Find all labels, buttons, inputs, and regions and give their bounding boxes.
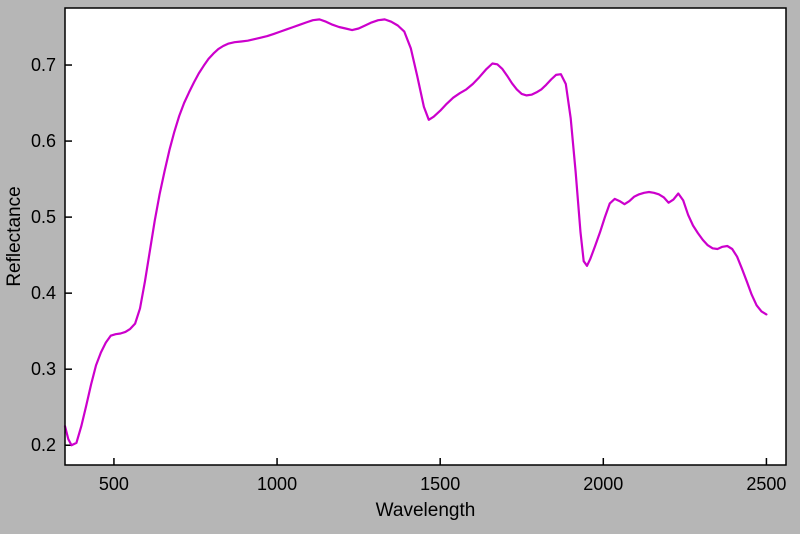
x-tick-labels: 500 1000 1500 2000 2500 <box>99 474 787 494</box>
x-tick-label: 500 <box>99 474 129 494</box>
axis-ticks <box>65 64 768 465</box>
y-axis-label: Reflectance <box>4 186 25 286</box>
y-tick-label: 0.7 <box>31 55 56 75</box>
x-tick-label: 2000 <box>583 474 623 494</box>
y-tick-label: 0.3 <box>31 359 56 379</box>
x-tick-label: 1500 <box>420 474 460 494</box>
plot-border <box>64 7 787 466</box>
y-tick-label: 0.6 <box>31 131 56 151</box>
x-tick-label: 1000 <box>257 474 297 494</box>
x-tick-label: 2500 <box>746 474 786 494</box>
x-axis-label: Wavelength <box>376 500 476 521</box>
y-tick-labels: 0.2 0.3 0.4 0.5 0.6 0.7 <box>31 55 56 455</box>
y-tick-label: 0.4 <box>31 283 56 303</box>
plot-area <box>65 8 786 465</box>
y-tick-label: 0.5 <box>31 207 56 227</box>
reflectance-curve <box>63 18 768 447</box>
y-tick-label: 0.2 <box>31 435 56 455</box>
